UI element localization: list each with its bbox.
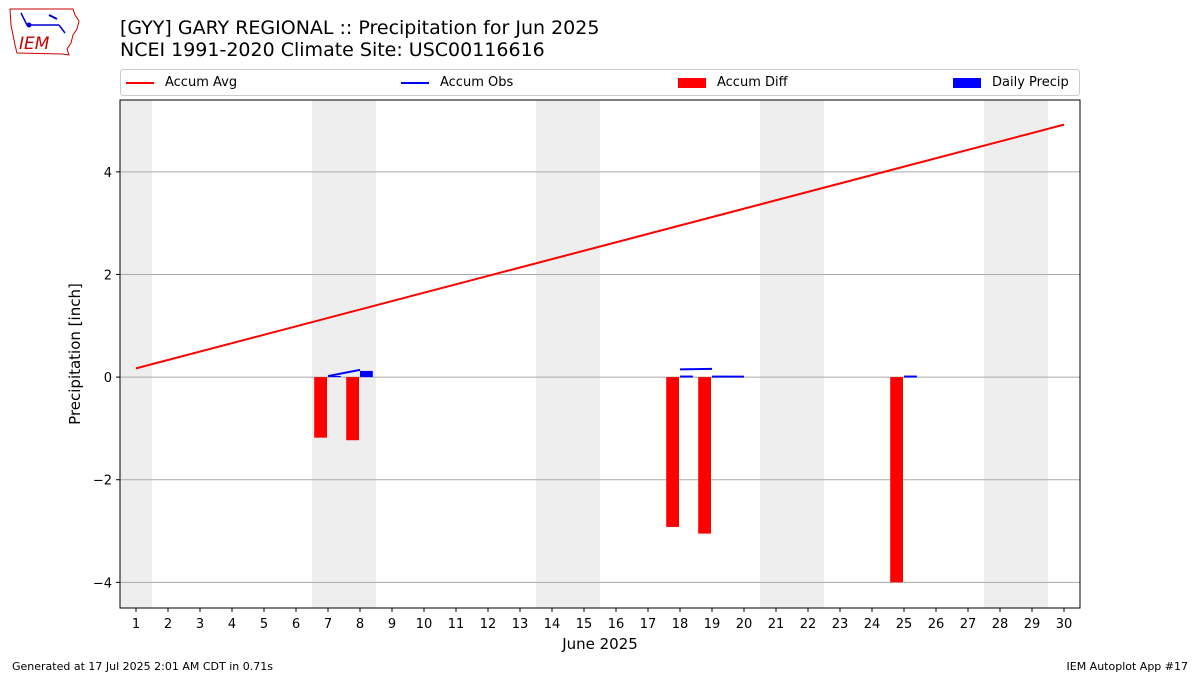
x-axis-ticks: 1 2 3 4 5 6 7 8 9 10 11 12 13 14 15 16 17 18 19 20 21 22 23 24 2…	[132, 608, 1072, 632]
x-tick-label-3: 3	[196, 617, 204, 632]
daily-precip-bar-day-8	[360, 370, 373, 378]
weekend-shading	[120, 100, 1048, 608]
weekend-span-2	[536, 100, 600, 608]
x-tick-label-4: 4	[228, 617, 236, 632]
x-tick-label-14: 14	[544, 617, 561, 632]
x-tick-label-26: 26	[928, 617, 945, 632]
y-tick-label-0: 0	[104, 371, 112, 386]
x-tick-label-25: 25	[896, 617, 913, 632]
daily-precip-bar-day-7	[328, 375, 341, 378]
x-tick-label-29: 29	[1024, 617, 1041, 632]
x-tick-label-8: 8	[356, 617, 364, 632]
y-axis-ticks: −4 −2 0 2 4	[93, 166, 120, 591]
x-tick-label-11: 11	[448, 617, 465, 632]
x-tick-label-6: 6	[292, 617, 300, 632]
accum-diff-bar-day-7	[314, 377, 327, 438]
legend-swatch-accum-obs	[401, 81, 429, 84]
x-tick-label-21: 21	[768, 617, 785, 632]
chart-title: [GYY] GARY REGIONAL :: Precipitation for…	[120, 17, 599, 61]
y-axis-label: Precipitation [inch]	[66, 283, 84, 425]
x-tick-label-20: 20	[736, 617, 753, 632]
y-tick-label--2: −2	[93, 474, 112, 489]
x-tick-label-17: 17	[640, 617, 657, 632]
x-tick-label-12: 12	[480, 617, 497, 632]
legend-label-accum-obs: Accum Obs	[440, 75, 514, 90]
lines	[135, 123, 1065, 378]
svg-text:IEM: IEM	[19, 34, 50, 54]
legend-label-daily-precip: Daily Precip	[992, 75, 1069, 90]
x-tick-label-23: 23	[832, 617, 849, 632]
weekend-span-4	[984, 100, 1048, 608]
x-axis-label: June 2025	[561, 635, 638, 653]
y-tick-label-4: 4	[104, 166, 112, 181]
x-tick-label-22: 22	[800, 617, 817, 632]
x-tick-label-19: 19	[704, 617, 721, 632]
x-tick-label-24: 24	[864, 617, 881, 632]
accum-obs-segment-1	[679, 367, 713, 371]
bars	[314, 370, 917, 583]
title-line-1: [GYY] GARY REGIONAL :: Precipitation for…	[120, 17, 600, 39]
x-tick-label-10: 10	[416, 617, 433, 632]
legend: Accum Avg Accum Obs Accum Diff Daily Pre…	[120, 69, 1080, 96]
accum-diff-bar-day-8	[346, 377, 359, 441]
grid-lines	[120, 171, 1080, 583]
generated-timestamp: Generated at 17 Jul 2025 2:01 AM CDT in …	[12, 660, 273, 673]
x-tick-label-16: 16	[608, 617, 625, 632]
y-tick-label-2: 2	[104, 268, 112, 283]
weekend-span-3	[760, 100, 824, 608]
app-label: IEM Autoplot App #17	[1066, 660, 1189, 673]
legend-label-accum-diff: Accum Diff	[717, 75, 788, 90]
legend-label-accum-avg: Accum Avg	[165, 75, 238, 90]
legend-item-accum-obs: Accum Obs	[401, 70, 513, 95]
x-tick-label-13: 13	[512, 617, 529, 632]
accum-avg-line	[135, 123, 1065, 370]
legend-swatch-daily-precip	[953, 77, 981, 88]
legend-swatch-accum-diff	[678, 77, 706, 88]
accum-diff-bar-day-18	[666, 377, 679, 527]
x-tick-label-18: 18	[672, 617, 689, 632]
title-line-2: NCEI 1991-2020 Climate Site: USC00116616	[120, 39, 545, 61]
x-tick-label-28: 28	[992, 617, 1009, 632]
iem-logo: IEM	[7, 5, 81, 59]
legend-item-daily-precip: Daily Precip	[953, 70, 1069, 95]
accum-diff-bar-day-25	[890, 377, 903, 583]
accum-diff-bar-day-19	[698, 377, 711, 534]
x-tick-label-7: 7	[324, 617, 332, 632]
plot-frame	[119, 99, 1081, 609]
x-tick-label-15: 15	[576, 617, 593, 632]
x-tick-label-9: 9	[388, 617, 396, 632]
y-tick-label--4: −4	[93, 576, 112, 591]
weekend-span-0	[120, 100, 152, 608]
x-tick-label-5: 5	[260, 617, 268, 632]
x-tick-label-30: 30	[1056, 617, 1073, 632]
weekend-span-1	[312, 100, 376, 608]
x-tick-label-1: 1	[132, 617, 140, 632]
x-tick-label-27: 27	[960, 617, 977, 632]
legend-item-accum-avg: Accum Avg	[126, 70, 237, 95]
legend-item-accum-diff: Accum Diff	[678, 70, 788, 95]
x-tick-label-2: 2	[164, 617, 172, 632]
accum-obs-segment-0	[327, 368, 361, 378]
iowa-weather-logo-icon: IEM	[9, 8, 80, 56]
legend-swatch-accum-avg	[126, 81, 154, 84]
